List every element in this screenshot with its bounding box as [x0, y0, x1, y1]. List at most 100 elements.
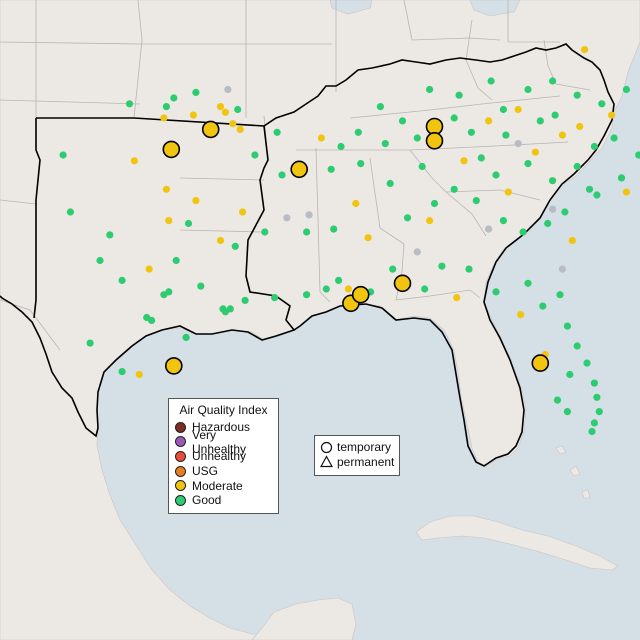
- station-good[interactable]: [381, 140, 389, 148]
- station-good[interactable]: [418, 162, 426, 171]
- station-good[interactable]: [450, 114, 458, 122]
- station-good[interactable]: [170, 94, 178, 102]
- station-good[interactable]: [271, 294, 279, 302]
- station-moderate[interactable]: [485, 117, 493, 125]
- station-good[interactable]: [327, 165, 335, 173]
- station-moderate[interactable]: [165, 217, 173, 225]
- station-good[interactable]: [553, 396, 562, 404]
- station-moderate[interactable]: [192, 197, 200, 205]
- station-good[interactable]: [357, 160, 365, 168]
- station-good[interactable]: [487, 77, 495, 85]
- station-good[interactable]: [573, 91, 581, 99]
- station-moderate-large[interactable]: [393, 274, 412, 293]
- station-moderate[interactable]: [622, 188, 631, 196]
- station-moderate[interactable]: [221, 108, 229, 116]
- station-good[interactable]: [617, 174, 626, 182]
- station-good[interactable]: [593, 393, 601, 401]
- station-good[interactable]: [335, 276, 343, 284]
- station-moderate[interactable]: [453, 294, 461, 302]
- station-good[interactable]: [438, 262, 446, 270]
- station-good[interactable]: [519, 228, 527, 236]
- station-moderate[interactable]: [426, 217, 434, 225]
- station-good[interactable]: [583, 359, 591, 367]
- station-no-data[interactable]: [549, 205, 557, 213]
- station-good[interactable]: [398, 117, 407, 125]
- station-good[interactable]: [96, 256, 104, 265]
- station-good[interactable]: [450, 185, 458, 193]
- station-good[interactable]: [492, 288, 500, 296]
- station-moderate-large[interactable]: [165, 357, 183, 375]
- station-good[interactable]: [465, 265, 473, 273]
- station-good[interactable]: [426, 85, 434, 94]
- station-good[interactable]: [330, 225, 338, 233]
- station-good[interactable]: [59, 151, 67, 159]
- station-moderate[interactable]: [352, 199, 360, 208]
- station-good[interactable]: [573, 162, 581, 171]
- station-good[interactable]: [536, 117, 544, 125]
- station-good[interactable]: [376, 103, 384, 111]
- station-good[interactable]: [162, 103, 170, 111]
- station-good[interactable]: [524, 279, 532, 287]
- station-moderate[interactable]: [504, 188, 512, 196]
- station-good[interactable]: [413, 134, 421, 142]
- station-good[interactable]: [118, 276, 126, 284]
- station-moderate[interactable]: [160, 114, 168, 122]
- station-good[interactable]: [226, 305, 234, 313]
- station-good[interactable]: [165, 288, 173, 296]
- station-moderate[interactable]: [236, 125, 244, 133]
- station-good[interactable]: [622, 85, 631, 94]
- station-moderate[interactable]: [581, 46, 589, 54]
- station-good[interactable]: [499, 105, 507, 114]
- station-good[interactable]: [192, 88, 200, 96]
- station-moderate[interactable]: [229, 120, 237, 128]
- station-good[interactable]: [539, 302, 547, 310]
- station-good[interactable]: [593, 191, 601, 199]
- station-good[interactable]: [610, 134, 618, 142]
- station-good[interactable]: [585, 185, 594, 193]
- station-moderate-large[interactable]: [531, 354, 550, 372]
- station-good[interactable]: [477, 154, 485, 162]
- station-moderate[interactable]: [608, 111, 616, 119]
- station-moderate[interactable]: [517, 311, 525, 319]
- station-moderate-large[interactable]: [351, 285, 370, 304]
- station-moderate[interactable]: [239, 208, 247, 216]
- station-good[interactable]: [234, 105, 242, 114]
- station-moderate[interactable]: [216, 103, 225, 111]
- station-good[interactable]: [549, 177, 557, 185]
- station-moderate[interactable]: [568, 236, 576, 245]
- station-good[interactable]: [303, 291, 311, 299]
- station-moderate[interactable]: [135, 370, 143, 379]
- station-moderate-large[interactable]: [425, 132, 444, 150]
- station-moderate[interactable]: [130, 157, 138, 165]
- station-moderate[interactable]: [531, 148, 540, 156]
- station-good[interactable]: [66, 208, 74, 216]
- station-good[interactable]: [322, 285, 330, 293]
- station-good[interactable]: [148, 316, 156, 324]
- station-moderate-large[interactable]: [162, 140, 181, 159]
- station-moderate[interactable]: [558, 131, 567, 139]
- station-good[interactable]: [273, 128, 281, 136]
- station-moderate[interactable]: [364, 234, 372, 242]
- station-good[interactable]: [386, 179, 394, 188]
- station-moderate[interactable]: [216, 236, 225, 245]
- station-good[interactable]: [172, 256, 180, 265]
- station-good[interactable]: [182, 333, 190, 341]
- station-good[interactable]: [125, 100, 134, 108]
- station-good[interactable]: [278, 171, 286, 179]
- station-good[interactable]: [524, 160, 532, 168]
- station-good[interactable]: [106, 231, 114, 239]
- station-good[interactable]: [303, 228, 311, 236]
- station-moderate[interactable]: [460, 157, 468, 165]
- station-good[interactable]: [455, 91, 463, 99]
- station-good[interactable]: [588, 427, 596, 436]
- station-good[interactable]: [499, 217, 507, 225]
- station-good[interactable]: [590, 379, 599, 387]
- station-good[interactable]: [590, 142, 599, 151]
- station-moderate[interactable]: [317, 134, 325, 142]
- station-good[interactable]: [544, 219, 552, 228]
- station-good[interactable]: [524, 85, 532, 94]
- station-no-data[interactable]: [558, 265, 567, 273]
- station-no-data[interactable]: [413, 248, 421, 256]
- station-no-data[interactable]: [305, 211, 313, 219]
